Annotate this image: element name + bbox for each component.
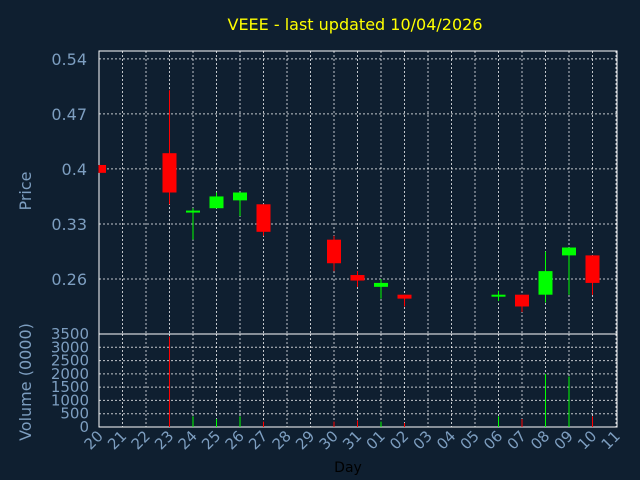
volume-tick-label: 1000 [51, 391, 89, 409]
x-tick-label: 25 [198, 427, 224, 453]
x-tick-label: 31 [339, 427, 365, 453]
volume-axis-label: Volume (0000) [16, 323, 35, 441]
candle-26 [233, 192, 247, 217]
price-tick-label: 0.26 [51, 270, 87, 289]
volume-grid [98, 333, 617, 428]
candle-08 [538, 251, 553, 303]
candle-body [538, 271, 553, 295]
x-tick-label: 24 [175, 427, 201, 453]
price-tick-label: 0.47 [51, 105, 87, 124]
candle-02 [397, 294, 412, 307]
volume-tick-label: 1500 [51, 378, 89, 396]
candle-body [350, 275, 365, 281]
x-tick-label: 09 [551, 427, 577, 453]
candle-07 [515, 294, 529, 312]
price-tick-label: 0.33 [51, 215, 87, 234]
candle-31 [350, 271, 365, 287]
x-tick-label: 06 [480, 427, 506, 453]
x-tick-labels: 2021222324252627282930310102030405060708… [81, 427, 624, 453]
chart-title: VEEE - last updated 10/04/2026 [228, 15, 483, 34]
candle-body [374, 282, 388, 287]
candle-01 [374, 278, 388, 299]
candle-06 [491, 290, 506, 301]
volume-tick-label: 3000 [51, 338, 89, 356]
candle-24 [186, 208, 200, 240]
x-tick-label: 23 [151, 427, 177, 453]
x-tick-label: 10 [574, 427, 600, 453]
candle-25 [209, 192, 224, 209]
x-tick-label: 08 [527, 427, 553, 453]
candle-body [491, 294, 506, 297]
candle-27 [256, 204, 271, 236]
candle-body [562, 247, 576, 256]
candle-body [233, 192, 247, 201]
candle-body [99, 164, 106, 173]
candle-body [397, 294, 412, 299]
x-tick-label: 01 [363, 427, 389, 453]
x-tick-label: 07 [504, 427, 530, 453]
x-tick-label: 21 [104, 427, 130, 453]
volume-tick-label: 2500 [51, 352, 89, 370]
candle-30 [327, 235, 341, 272]
volume-tick-label: 2000 [51, 365, 89, 383]
x-tick-label: 22 [128, 427, 154, 453]
x-tick-label: 27 [245, 427, 271, 453]
x-axis-label: Day [334, 460, 362, 476]
volume-bars [169, 336, 593, 427]
x-tick-label: 02 [386, 427, 412, 453]
x-tick-label: 11 [598, 427, 624, 453]
candle-09 [562, 247, 576, 295]
candle-23 [162, 90, 177, 205]
candle-10 [585, 255, 600, 295]
volume-tick-label: 0 [79, 418, 89, 436]
price-tick-label: 0.54 [51, 50, 87, 69]
volume-tick-label: 3500 [51, 325, 89, 343]
candle-body [515, 294, 529, 307]
candle-body [162, 153, 177, 193]
candle-body [209, 196, 224, 209]
candle-body [585, 255, 600, 283]
x-tick-label: 05 [457, 427, 483, 453]
x-tick-label: 04 [433, 427, 459, 453]
price-axis-label: Price [16, 171, 35, 210]
candle-20 [98, 164, 106, 173]
x-tick-label: 29 [292, 427, 318, 453]
candle-body [327, 239, 341, 264]
candles [98, 90, 600, 312]
volume-tick-label: 500 [60, 405, 89, 423]
price-tick-labels: 0.54 0.47 0.4 0.33 0.26 [51, 50, 87, 289]
candle-body [256, 204, 271, 232]
x-tick-label: 03 [410, 427, 436, 453]
candle-body [186, 210, 200, 213]
x-tick-label: 26 [222, 427, 248, 453]
x-tick-label: 30 [316, 427, 342, 453]
price-tick-label: 0.4 [62, 160, 87, 179]
x-tick-label: 28 [269, 427, 295, 453]
